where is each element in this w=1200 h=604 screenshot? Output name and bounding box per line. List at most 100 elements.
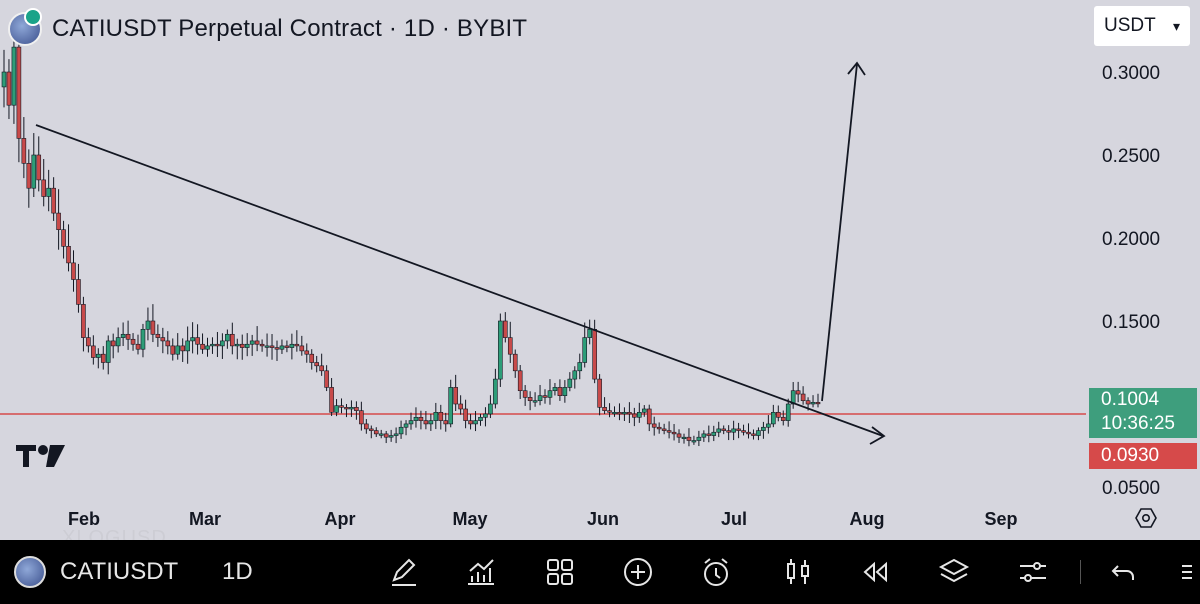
candle-body <box>582 337 588 363</box>
candle-body <box>423 420 429 425</box>
candle-body <box>368 428 374 431</box>
candles-icon[interactable] <box>780 554 816 590</box>
y-tick-label: 0.1500 <box>1102 312 1160 333</box>
candle-body <box>527 397 533 401</box>
candle-body <box>691 440 697 443</box>
more-icon[interactable] <box>1172 554 1200 590</box>
candle-body <box>780 416 786 421</box>
candle-body <box>790 390 796 405</box>
candle-body <box>289 343 295 348</box>
candle-body <box>81 304 86 338</box>
alert-clock-icon[interactable] <box>698 554 734 590</box>
descending-trendline[interactable] <box>35 124 884 437</box>
x-tick-label: Jul <box>721 509 747 529</box>
candle-body <box>220 340 225 347</box>
candle-body <box>661 428 667 431</box>
currency-select[interactable]: USDT ▾ <box>1094 6 1190 46</box>
candle-body <box>766 423 771 428</box>
candle-body <box>383 433 389 438</box>
candle-body <box>244 343 250 348</box>
candle-body <box>721 428 726 431</box>
candle-body <box>249 340 255 345</box>
candle-body <box>785 403 791 421</box>
coin-logo-icon <box>8 8 42 46</box>
candle-body <box>61 229 66 247</box>
candle-body <box>1 71 7 88</box>
candle-body <box>135 343 141 350</box>
candle-body <box>775 411 781 418</box>
candle-body <box>637 411 642 418</box>
undo-icon[interactable] <box>1106 554 1142 590</box>
trendline-drawing[interactable] <box>35 61 886 445</box>
candle-body <box>21 138 27 164</box>
hexagon-settings-icon[interactable] <box>1134 506 1158 530</box>
candle-body <box>334 405 339 413</box>
candle-body <box>31 154 37 189</box>
candle-body <box>120 333 126 338</box>
candle-body <box>562 387 568 396</box>
candle-body <box>185 340 190 352</box>
symbol-button[interactable]: CATIUSDT <box>60 558 179 585</box>
replay-icon[interactable] <box>857 554 893 590</box>
candle-body <box>115 337 121 347</box>
symbol-logo-icon[interactable] <box>14 556 46 588</box>
candle-body <box>205 345 210 350</box>
candle-body <box>671 431 677 435</box>
candle-body <box>71 262 76 280</box>
candle-body <box>458 403 463 410</box>
candle-body <box>239 343 245 348</box>
trendline-arrowhead <box>869 426 886 445</box>
candle-body <box>507 337 513 355</box>
x-tick-label: Apr <box>325 509 356 529</box>
candle-body <box>537 395 543 401</box>
candle-body <box>751 433 756 436</box>
candle-body <box>587 328 592 338</box>
candle-body <box>344 407 349 410</box>
candle-body <box>304 350 310 355</box>
candle-body <box>597 378 602 408</box>
y-tick-label: 0.3000 <box>1102 63 1160 84</box>
candle-body <box>701 433 707 438</box>
breakout-arrow-line[interactable] <box>821 63 858 402</box>
candle-body <box>11 46 17 106</box>
candle-body <box>512 353 518 372</box>
candle-body <box>403 423 409 428</box>
candle-body <box>373 430 379 435</box>
x-tick-label: Jun <box>587 509 619 529</box>
candle-body <box>711 431 717 436</box>
candle-body <box>234 343 240 347</box>
candle-body <box>26 163 32 189</box>
layout-grid-icon[interactable] <box>542 554 578 590</box>
candle-body <box>547 390 553 398</box>
candle-body <box>393 433 399 436</box>
candle-body <box>656 426 662 430</box>
candle-body <box>641 408 647 413</box>
candle-body <box>805 400 811 405</box>
indicators-icon[interactable] <box>463 554 499 590</box>
interval-button[interactable]: 1D <box>222 558 253 585</box>
candle-body <box>632 413 637 418</box>
candle-body <box>359 410 364 425</box>
settings-sliders-icon[interactable] <box>1015 554 1051 590</box>
candle-body <box>746 431 751 435</box>
candle-body <box>408 420 414 425</box>
price-chart[interactable]: 0.3000 0.2500 0.2000 0.1500 0.0500 Feb Mar Apr M… <box>0 0 1200 540</box>
currency-label: USDT <box>1104 15 1156 36</box>
candle-body <box>627 411 632 415</box>
add-icon[interactable] <box>620 554 656 590</box>
x-tick-label: Aug <box>850 509 885 529</box>
candle-body <box>607 410 612 413</box>
drawing-pen-icon[interactable] <box>386 554 422 590</box>
candle-body <box>453 387 458 405</box>
layers-icon[interactable] <box>936 554 972 590</box>
candle-body <box>413 416 419 421</box>
chart-header: CATIUSDT Perpetual Contract · 1D · BYBIT <box>8 8 527 46</box>
candle-body <box>622 411 627 415</box>
candle-body <box>488 403 493 415</box>
candle-body <box>279 345 285 350</box>
chart-area[interactable]: 0.3000 0.2500 0.2000 0.1500 0.0500 Feb Mar Apr M… <box>0 0 1200 549</box>
candle-body <box>314 362 319 367</box>
candle-body <box>686 436 692 441</box>
candle-body <box>105 340 111 363</box>
candle-body <box>612 411 617 415</box>
